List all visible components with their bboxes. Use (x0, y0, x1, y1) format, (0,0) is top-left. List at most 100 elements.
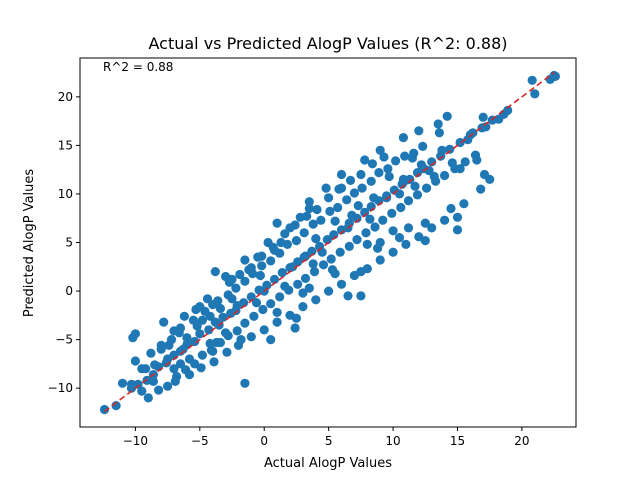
data-point (311, 295, 321, 305)
data-point (240, 318, 250, 328)
data-point (170, 376, 180, 386)
data-point (163, 381, 173, 391)
data-point (184, 370, 195, 380)
data-point (374, 168, 384, 178)
y-tick-label: 5 (65, 236, 73, 250)
data-point (437, 145, 447, 155)
data-point (202, 294, 213, 304)
data-point (378, 215, 388, 225)
data-point (143, 393, 153, 403)
plot-area (99, 70, 561, 415)
data-point (255, 270, 265, 281)
data-point (293, 279, 303, 289)
data-point (356, 169, 366, 180)
data-point (197, 350, 207, 360)
data-point (312, 204, 322, 215)
data-point (280, 229, 290, 239)
data-point (288, 262, 298, 272)
data-point (442, 111, 452, 121)
data-point (251, 298, 262, 308)
chart-title: Actual vs Predicted AlogP Values (R^2: 0… (148, 34, 507, 53)
data-point (440, 170, 450, 181)
data-point (240, 378, 250, 388)
data-point (360, 155, 370, 165)
data-point (150, 360, 160, 370)
data-point (375, 237, 385, 248)
data-point (246, 332, 256, 342)
data-point (182, 333, 192, 343)
data-point (300, 251, 311, 261)
data-point (291, 313, 301, 323)
data-point (178, 344, 188, 354)
y-tick-label: −10 (48, 381, 73, 395)
data-point (231, 283, 241, 293)
data-point (156, 340, 166, 350)
data-point (345, 175, 356, 185)
data-point (422, 183, 432, 193)
data-point (388, 247, 398, 257)
data-point (445, 144, 455, 154)
data-point (440, 215, 450, 225)
data-point (403, 223, 414, 233)
data-point (126, 379, 137, 389)
data-point (205, 311, 215, 321)
data-point (308, 259, 318, 269)
data-point (394, 233, 405, 243)
data-point (321, 183, 331, 193)
data-point (259, 325, 269, 335)
y-axis-label: Predicted AlogP Values (22, 169, 37, 318)
data-point (414, 126, 424, 136)
y-tick-label: 10 (58, 187, 73, 201)
data-point (209, 357, 219, 367)
data-point (353, 201, 363, 211)
data-point (166, 335, 177, 345)
data-point (188, 315, 198, 325)
data-point (163, 354, 173, 364)
data-point (365, 214, 375, 224)
data-point (298, 302, 308, 312)
y-tick-label: −5 (55, 333, 73, 347)
data-point (396, 202, 406, 213)
data-point (527, 75, 537, 85)
data-point (356, 267, 366, 277)
data-point (266, 335, 276, 345)
data-point (304, 197, 314, 207)
data-point (400, 151, 410, 161)
data-point (420, 218, 430, 228)
data-point (304, 283, 314, 293)
data-point (549, 70, 559, 81)
data-point (333, 202, 343, 213)
data-point (204, 325, 214, 335)
plot-frame (79, 57, 577, 428)
data-point (146, 348, 156, 358)
y-tick-label: 0 (65, 284, 73, 298)
data-point (208, 346, 218, 356)
data-point (472, 155, 482, 165)
data-point (195, 302, 205, 312)
y-tick-label: 20 (58, 90, 73, 104)
data-point (401, 239, 411, 249)
data-point (379, 152, 389, 162)
data-point (169, 364, 179, 374)
data-point (326, 254, 336, 264)
data-point (384, 171, 394, 182)
data-point (304, 203, 314, 214)
data-point (387, 208, 397, 218)
data-point (343, 291, 353, 301)
data-point (452, 212, 463, 222)
data-point (280, 281, 290, 291)
data-point (275, 292, 285, 302)
data-point (336, 183, 347, 193)
data-point (205, 338, 215, 349)
data-point (249, 311, 259, 321)
data-point (291, 236, 301, 246)
x-tick-label: 10 (385, 434, 400, 448)
data-point (218, 312, 228, 322)
data-point (375, 145, 385, 155)
data-point (416, 160, 426, 170)
x-axis-label: Actual AlogP Values (264, 456, 392, 471)
data-point (269, 245, 280, 255)
data-point (481, 122, 491, 132)
data-point (300, 273, 311, 283)
